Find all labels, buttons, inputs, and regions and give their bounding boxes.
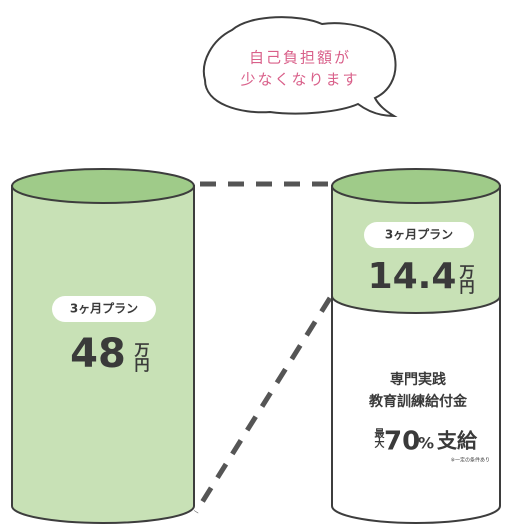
unit: 万円 [458,264,476,295]
subsidy-percent: % [418,434,434,453]
speech-bubble [202,16,398,118]
badge-text: 3ヶ月プラン [70,301,138,316]
subsidy-prefix: 最大 [372,428,384,449]
subsidy-note: ※一定の条件あり [451,457,490,464]
subsidy-text: 教育訓練給付金 [369,393,468,410]
subsidy-rate: 70 [384,427,420,457]
cylinder-top [331,168,501,204]
amount: 48 [70,331,126,377]
badge [364,222,474,248]
cylinder-body [11,185,195,524]
cylinder-top [11,168,195,204]
bubble-text: 自己負担額が [249,49,351,67]
badge [52,296,156,322]
bubble-text: 少なくなります [240,71,359,89]
unit: 万円 [133,342,151,373]
subsidy-action: 支給 [437,429,478,453]
subsidy-text: 専門実践 [390,371,446,388]
cylinder-upper [331,185,501,314]
connector [193,296,333,514]
amount: 14.4 [368,256,457,297]
badge-text: 3ヶ月プラン [385,227,453,242]
